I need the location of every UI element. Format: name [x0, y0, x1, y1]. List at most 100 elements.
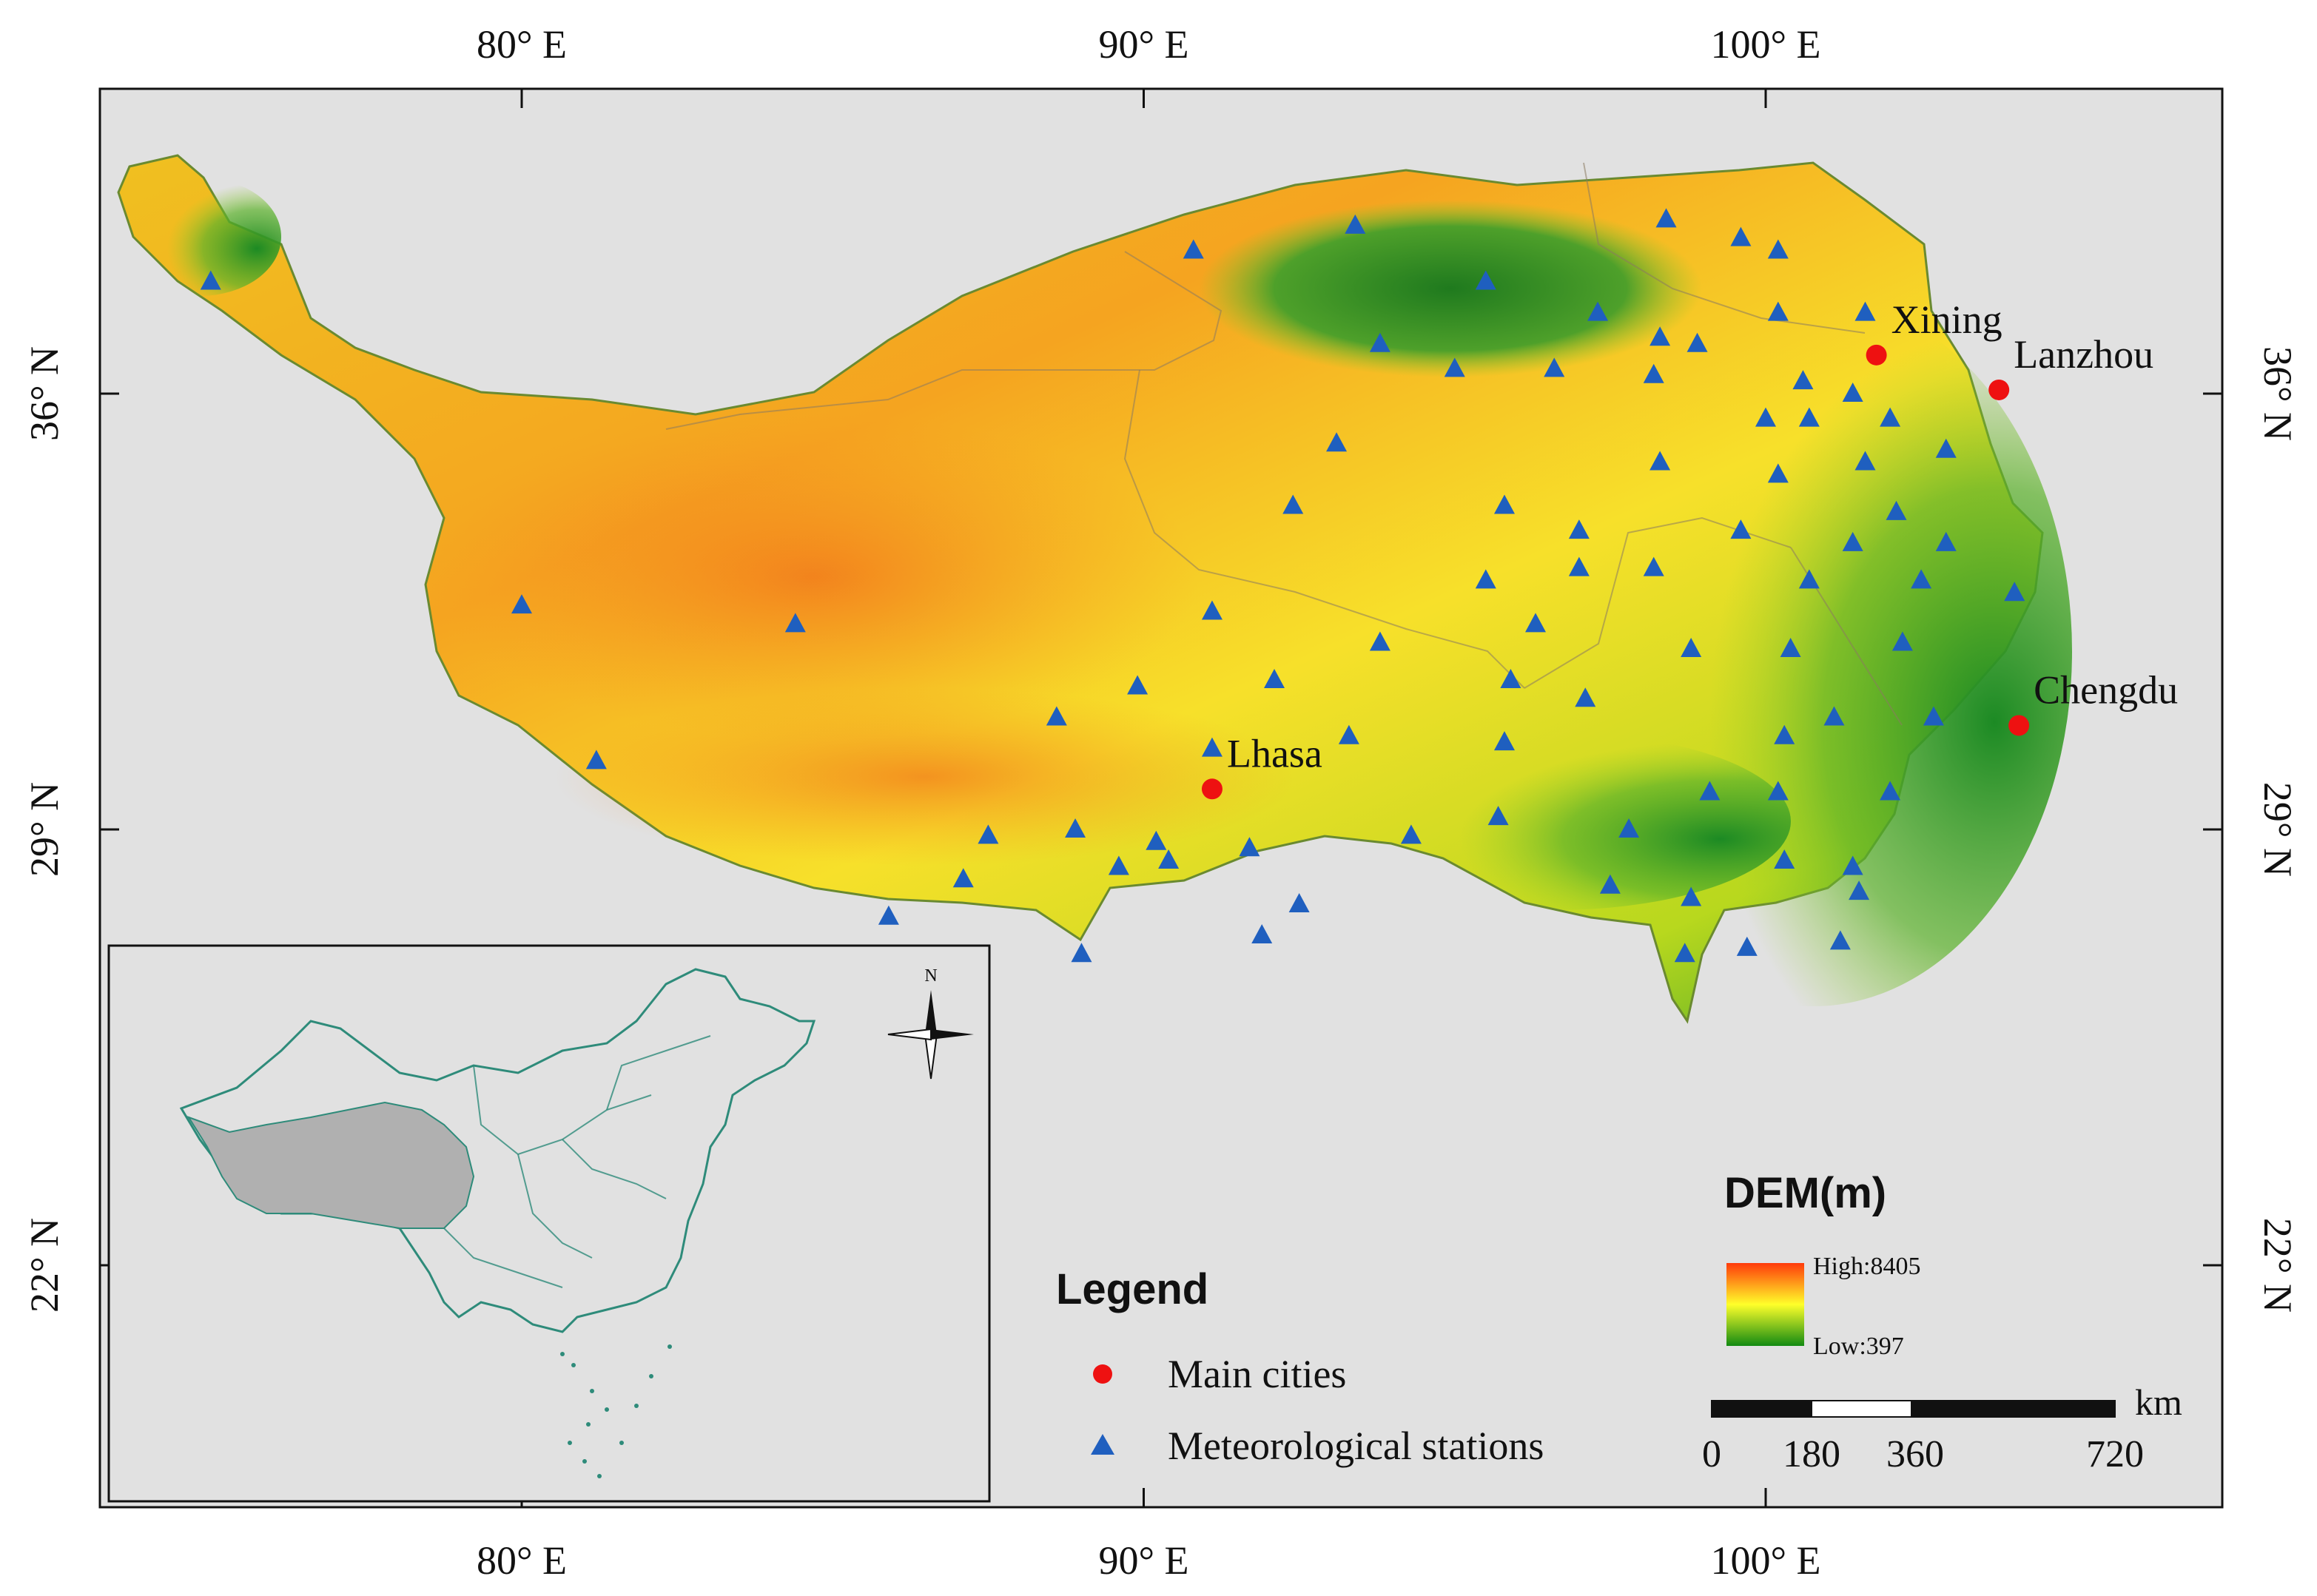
- cities-layer: Lhasa Xining Lanzhou Chengdu: [1201, 297, 2178, 800]
- station-marker: [1767, 463, 1789, 483]
- station-marker: [1146, 830, 1167, 850]
- legend-title: Legend: [1056, 1265, 1208, 1313]
- station-marker: [1681, 886, 1702, 906]
- city-marker-xining: [1866, 344, 1887, 366]
- lon-label-top: 100° E: [1710, 22, 1820, 67]
- station-marker: [1500, 669, 1521, 689]
- scale-unit: km: [2135, 1381, 2182, 1423]
- station-marker: [1736, 936, 1758, 956]
- station-marker: [1643, 363, 1664, 383]
- dem-high-label: High:8405: [1813, 1253, 1920, 1280]
- station-marker: [1699, 781, 1721, 801]
- inset-map: N: [107, 944, 991, 1503]
- station-marker: [1282, 494, 1304, 514]
- station-marker: [1251, 924, 1273, 944]
- lat-label-left: 29° N: [22, 782, 67, 877]
- dem-legend: DEM(m) High:8405 Low:397: [1724, 1169, 1920, 1360]
- city-label-xining: Xining: [1891, 297, 2002, 342]
- station-marker: [1264, 669, 1285, 689]
- scale-tick-360: 360: [1886, 1433, 1944, 1475]
- station-marker: [952, 868, 974, 888]
- south-china-sea-islands: [560, 1344, 672, 1478]
- qaidam-basin: [1199, 200, 1702, 377]
- station-marker: [1823, 706, 1845, 726]
- inset-frame: [107, 944, 991, 1503]
- station-marker: [1886, 500, 1907, 520]
- station-marker: [1493, 731, 1515, 751]
- station-marker: [1065, 818, 1086, 838]
- station-marker: [1369, 631, 1390, 651]
- station-marker: [1525, 613, 1547, 633]
- station-marker: [1071, 943, 1092, 963]
- inset-province-lines: [443, 1035, 711, 1288]
- station-marker: [978, 824, 999, 844]
- station-marker: [1369, 332, 1390, 352]
- station-marker: [1046, 706, 1067, 726]
- scale-tick-180: 180: [1783, 1433, 1840, 1475]
- station-marker: [1774, 849, 1795, 869]
- station-marker: [1935, 531, 1957, 551]
- dem-colorbar: [1726, 1263, 1804, 1346]
- station-marker: [1798, 407, 1820, 427]
- station-marker: [1681, 637, 1702, 657]
- station-marker: [1127, 675, 1149, 695]
- station-marker: [585, 750, 607, 770]
- station-marker: [1687, 332, 1708, 352]
- station-marker: [1643, 556, 1664, 576]
- station-marker: [1854, 451, 1876, 471]
- station-marker: [511, 594, 532, 614]
- station-marker: [1849, 881, 1870, 900]
- station-marker: [1183, 239, 1204, 259]
- lat-label-right: 22° N: [2256, 1218, 2300, 1313]
- station-marker: [1767, 301, 1789, 321]
- city-marker-chengdu: [2008, 715, 2030, 736]
- north-arrow: N: [887, 966, 974, 1080]
- station-marker: [1767, 781, 1789, 801]
- latitude-ticks: 36° N 36° N 29° N 29° N 22° N 22° N: [22, 346, 2300, 1313]
- station-marker: [784, 613, 806, 633]
- station-marker: [1345, 214, 1366, 234]
- station-marker: [1655, 208, 1677, 228]
- station-marker: [1880, 781, 1901, 801]
- station-marker: [1493, 494, 1515, 514]
- southeast-valleys: [1317, 733, 1791, 910]
- station-marker: [1935, 438, 1957, 458]
- lon-label-bottom: 100° E: [1710, 1538, 1820, 1583]
- compass-north-label: N: [924, 966, 937, 986]
- city-marker-lanzhou: [1988, 379, 2010, 400]
- northwest-green: [118, 178, 281, 296]
- city-label-chengdu: Chengdu: [2034, 667, 2178, 712]
- province-boundaries: [665, 162, 1903, 726]
- lat-label-left: 22° N: [22, 1218, 67, 1313]
- station-marker: [1475, 569, 1496, 589]
- station-marker: [1780, 637, 1801, 657]
- west-high-region: [429, 414, 1199, 740]
- dem-low-label: Low:397: [1813, 1333, 1904, 1360]
- stations-layer: [200, 208, 2025, 963]
- station-marker: [2004, 582, 2025, 602]
- station-marker: [1650, 326, 1671, 346]
- station-marker: [1568, 519, 1590, 539]
- city-label-lanzhou: Lanzhou: [2014, 332, 2153, 377]
- scale-tick-0: 0: [1702, 1433, 1721, 1475]
- station-marker: [1842, 383, 1863, 402]
- station-marker: [1338, 724, 1359, 744]
- station-marker: [1767, 239, 1789, 259]
- station-marker: [1774, 724, 1795, 744]
- station-marker: [1201, 737, 1223, 757]
- lon-label-top: 90° E: [1098, 22, 1188, 67]
- station-marker: [1587, 301, 1609, 321]
- station-marker: [1674, 943, 1695, 963]
- station-marker: [1544, 357, 1565, 377]
- station-marker: [1108, 855, 1129, 875]
- scale-bar: km 0 180 360 720: [1702, 1381, 2182, 1475]
- station-marker: [1730, 519, 1752, 539]
- station-marker: [1923, 706, 1944, 726]
- station-marker: [1829, 930, 1851, 950]
- lon-label-bottom: 80° E: [477, 1538, 567, 1583]
- station-marker: [1568, 556, 1590, 576]
- station-marker: [1239, 837, 1260, 857]
- scale-tick-720: 720: [2086, 1433, 2144, 1475]
- station-marker: [1599, 874, 1621, 894]
- legend-station-marker: [1091, 1434, 1114, 1455]
